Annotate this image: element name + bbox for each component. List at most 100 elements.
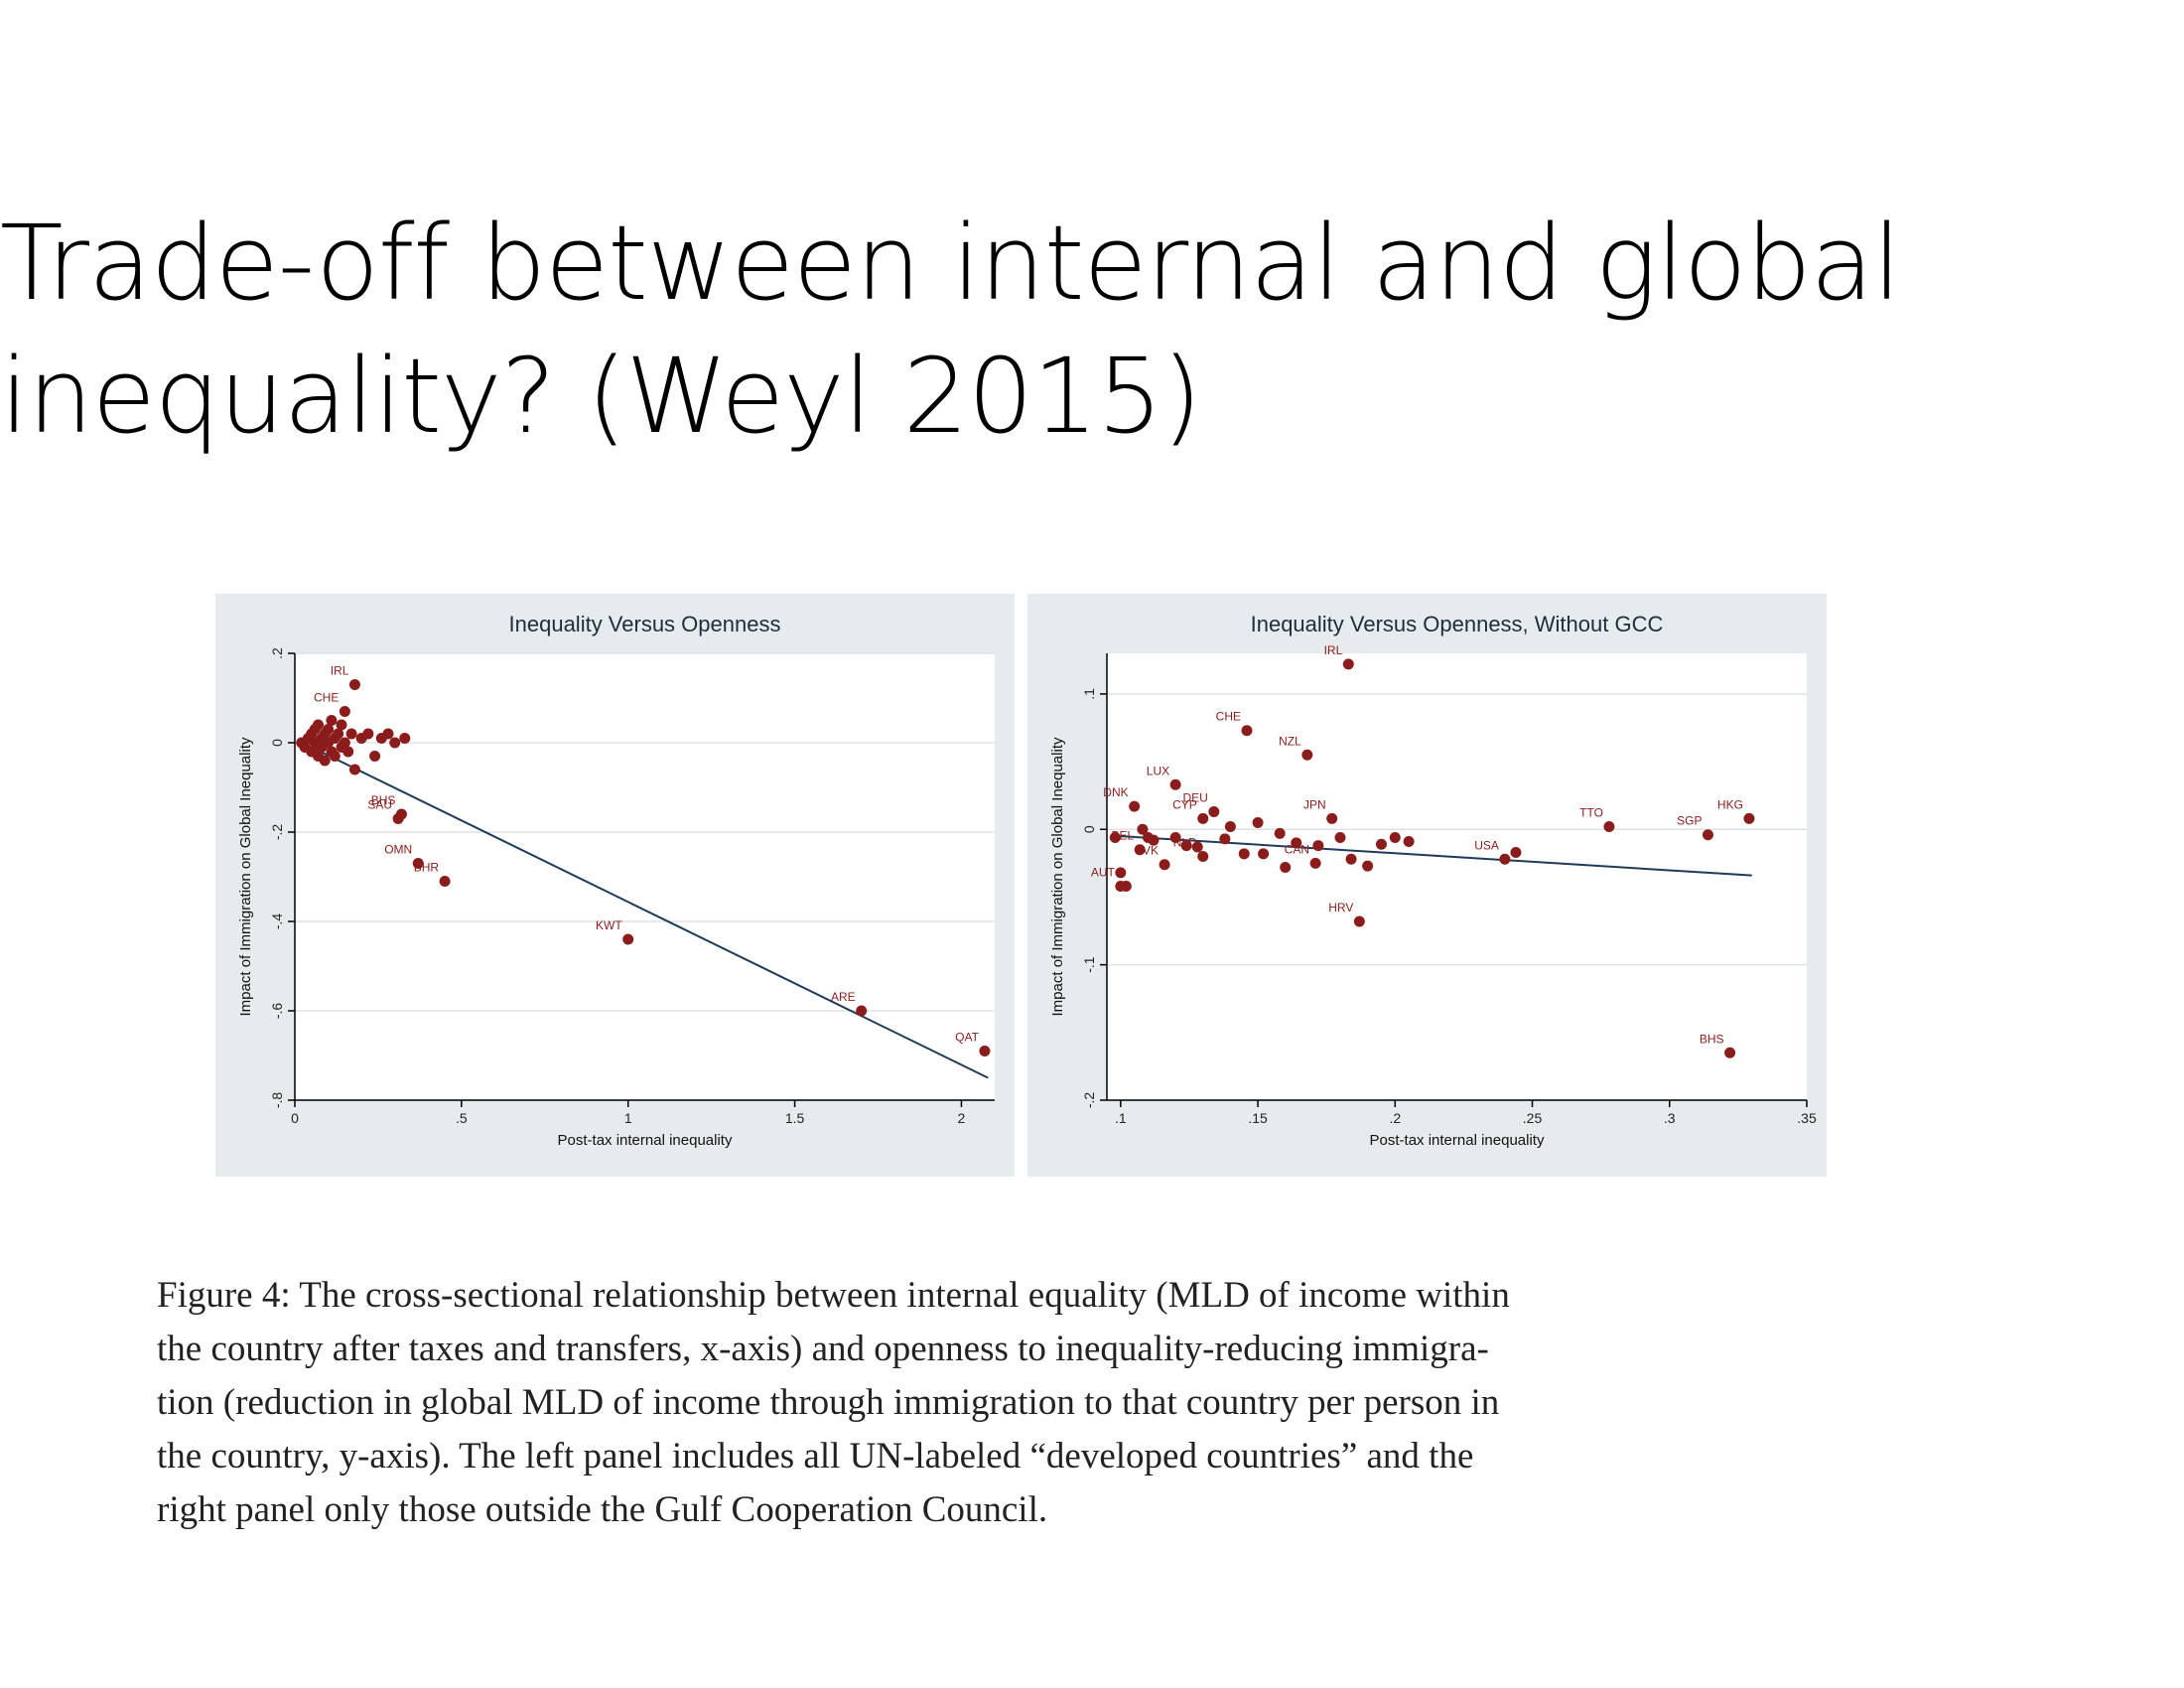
y-tick-label: .2 (269, 647, 285, 659)
data-point (1702, 829, 1713, 841)
data-point (1345, 853, 1357, 865)
data-point (342, 746, 354, 758)
point-label: USA (1474, 838, 1499, 852)
data-point (1137, 823, 1149, 835)
data-point (326, 715, 338, 726)
point-label: CYP (1172, 797, 1197, 811)
point-label: QAT (955, 1031, 979, 1045)
point-label: OMN (384, 843, 412, 857)
data-point (1603, 821, 1615, 833)
data-point (323, 724, 335, 735)
y-tick-label: 0 (269, 739, 285, 747)
data-point (1291, 837, 1302, 849)
point-label: HKG (1717, 797, 1743, 811)
data-point (1241, 725, 1253, 737)
data-point (348, 764, 360, 775)
data-point (1301, 749, 1313, 761)
caption-line: the country, y-axis). The left panel inc… (157, 1436, 1474, 1477)
data-point (348, 679, 360, 690)
slide-title: Trade-off between internal and global in… (0, 197, 1936, 463)
chart-panel-right: .1 .15 .2 .25 .3 .35 .1 0 -.1 -.2 Inequality Versu… (1027, 594, 1827, 1177)
data-point (1197, 851, 1209, 863)
data-point (1238, 848, 1250, 860)
data-point (345, 728, 357, 740)
data-point (1197, 812, 1209, 824)
point-label: CHE (1216, 710, 1241, 724)
slide-title-line-2: inequality? (Weyl 2015) (0, 336, 1202, 457)
data-point (399, 733, 411, 744)
point-label: TTO (1579, 806, 1603, 820)
x-tick-label: .25 (1523, 1110, 1543, 1126)
data-point (1134, 844, 1146, 856)
y-axis-label: Impact of Immigration on Global Inequali… (237, 737, 254, 1016)
data-point (1219, 833, 1231, 845)
scatter-chart-right: .1 .15 .2 .25 .3 .35 .1 0 -.1 -.2 Inequality Versu… (1049, 612, 1817, 1149)
x-tick-label: .35 (1797, 1110, 1817, 1126)
x-axis-label: Post-tax internal inequality (558, 1132, 733, 1149)
data-point (1115, 881, 1127, 893)
data-point (313, 719, 324, 731)
data-point (412, 858, 424, 869)
data-point (333, 728, 344, 740)
x-tick-label: .1 (1115, 1110, 1127, 1126)
point-label: BHS (371, 793, 396, 807)
data-point (1274, 827, 1286, 839)
data-point (1510, 846, 1522, 858)
data-point (1258, 848, 1270, 860)
x-tick-label: .15 (1248, 1110, 1268, 1126)
data-point (1169, 831, 1181, 843)
y-tick-label: -.6 (269, 1003, 285, 1020)
data-point (1148, 834, 1160, 846)
y-tick-label: -.2 (269, 824, 285, 841)
y-tick-label: 0 (1081, 825, 1097, 833)
data-point (1208, 806, 1220, 818)
data-point (1353, 915, 1365, 927)
point-label: BHS (1700, 1032, 1724, 1046)
point-label: SVK (1135, 844, 1159, 858)
caption-line: right panel only those outside the Gulf … (157, 1489, 1048, 1530)
slide-title-line-1: Trade-off between internal and global (0, 203, 1901, 324)
data-point (979, 1046, 991, 1056)
point-label: LUX (1147, 764, 1169, 777)
point-label: SAU (367, 798, 392, 812)
x-tick-label: 2 (958, 1110, 966, 1126)
point-label: ARE (831, 990, 856, 1004)
data-point (1191, 841, 1203, 853)
point-label: JPN (1303, 797, 1326, 811)
data-point (622, 933, 634, 945)
plot-area (1107, 653, 1807, 1100)
data-point (439, 876, 451, 887)
point-label: IRL (331, 664, 349, 678)
data-point (1180, 840, 1192, 852)
data-point (1362, 860, 1374, 872)
data-point (1334, 831, 1346, 843)
point-label: CHE (314, 691, 339, 705)
fit-line (311, 746, 989, 1079)
data-point (856, 1005, 868, 1017)
x-tick-label: 1 (624, 1110, 632, 1126)
data-point (362, 728, 374, 740)
data-point (382, 728, 394, 740)
y-tick-label: -.8 (269, 1092, 285, 1109)
data-point (1312, 840, 1324, 852)
x-tick-label: .2 (1389, 1110, 1401, 1126)
data-point (1499, 853, 1511, 865)
data-point (339, 737, 350, 749)
scatter-chart-left: 0 .5 1 1.5 2 .2 0 -.2 -.4 -.6 -.8 Inequality Versus… (237, 612, 995, 1149)
data-point (392, 813, 404, 824)
data-point (329, 751, 341, 762)
point-label: BHR (414, 861, 440, 875)
data-point (1169, 778, 1181, 790)
data-point (1403, 836, 1415, 848)
data-point (1309, 857, 1321, 869)
y-tick-label: -.4 (269, 914, 285, 930)
chart-title: Inequality Versus Openness, Without GCC (1251, 612, 1664, 636)
data-point (1252, 816, 1264, 828)
data-point (1389, 831, 1401, 843)
chart-title: Inequality Versus Openness (509, 612, 781, 636)
point-label: DNK (1103, 785, 1128, 799)
x-axis-label: Post-tax internal inequality (1370, 1132, 1545, 1149)
data-point (369, 751, 381, 762)
figure-caption: Figure 4: The cross-sectional relationsh… (157, 1269, 1884, 1537)
data-point (1342, 658, 1354, 670)
